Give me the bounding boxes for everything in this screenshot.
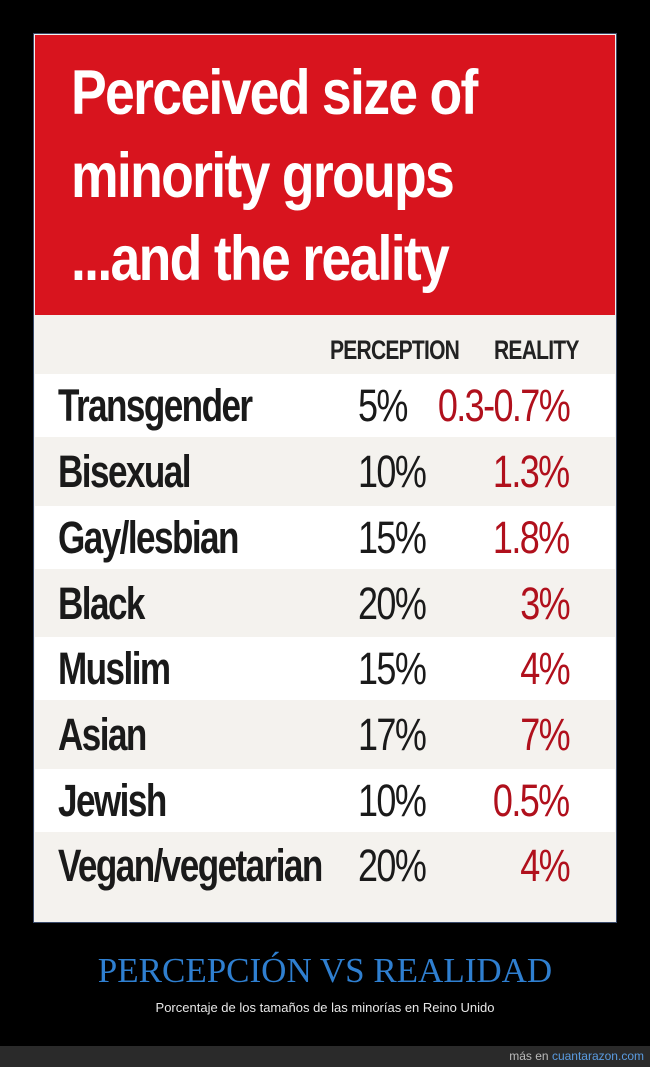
site-footer: más en cuantarazon.com <box>0 1046 650 1067</box>
group-label: Muslim <box>58 643 171 694</box>
column-header-reality: REALITY <box>494 335 579 365</box>
perception-value: 15% <box>358 643 427 694</box>
perception-value: 5% <box>358 380 408 431</box>
group-label: Jewish <box>58 775 167 826</box>
title-line-1: Perceived size of <box>71 58 478 128</box>
perception-value: 20% <box>358 578 427 629</box>
table-row: Transgender 5% 0.3-0.7% <box>35 374 615 437</box>
perception-value: 10% <box>358 775 427 826</box>
table-row: Muslim 15% 4% <box>35 637 615 700</box>
perception-value: 17% <box>358 709 427 760</box>
reality-value: 4% <box>520 840 570 891</box>
site-link[interactable]: cuantarazon.com <box>551 1049 644 1063</box>
table-row: Jewish 10% 0.5% <box>35 769 615 832</box>
column-header-perception: PERCEPTION <box>330 335 460 365</box>
group-label: Bisexual <box>58 446 191 497</box>
reality-value: 1.8% <box>493 512 570 563</box>
perception-value: 15% <box>358 512 427 563</box>
group-label: Gay/lesbian <box>58 512 239 563</box>
group-label: Vegan/vegetarian <box>58 840 323 891</box>
perception-value: 10% <box>358 446 427 497</box>
reality-value: 1.3% <box>493 446 570 497</box>
title-line-3: ...and the reality <box>71 224 450 294</box>
group-label: Asian <box>58 709 147 760</box>
perception-value: 20% <box>358 840 427 891</box>
table-row: Asian 17% 7% <box>35 703 615 766</box>
table-row: Black 20% 3% <box>35 572 615 635</box>
table-row: Vegan/vegetarian 20% 4% <box>35 834 615 897</box>
title-line-2: minority groups <box>71 141 455 211</box>
table-row: Bisexual 10% 1.3% <box>35 440 615 503</box>
infographic-header: Perceived size of minority groups ...and… <box>35 35 615 315</box>
reality-value: 0.3-0.7% <box>437 380 571 431</box>
infographic-image: Perceived size of minority groups ...and… <box>33 33 617 923</box>
reality-value: 7% <box>520 709 570 760</box>
post-title: PERCEPCIÓN VS REALIDAD <box>97 951 553 990</box>
reality-value: 4% <box>520 643 570 694</box>
group-label: Transgender <box>58 380 253 431</box>
table-row: Gay/lesbian 15% 1.8% <box>35 506 615 569</box>
group-label: Black <box>58 578 145 629</box>
post-subtitle: Porcentaje de los tamaños de las minoría… <box>155 1000 495 1015</box>
footer-prefix: más en <box>509 1049 549 1063</box>
reality-value: 3% <box>520 578 570 629</box>
reality-value: 0.5% <box>493 775 570 826</box>
